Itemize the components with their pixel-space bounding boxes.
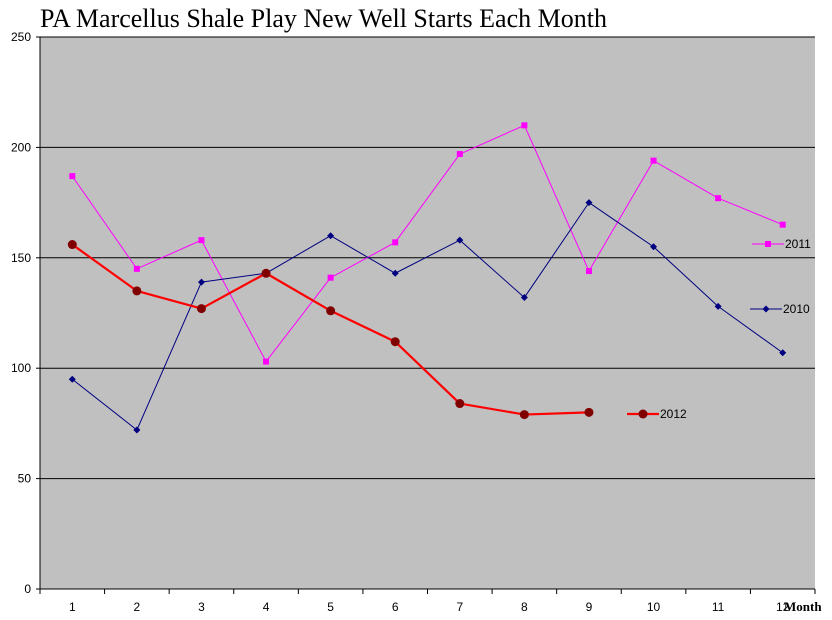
data-point bbox=[67, 240, 77, 250]
x-tick-label: 7 bbox=[456, 600, 463, 614]
y-tick-label: 50 bbox=[18, 472, 32, 486]
data-point bbox=[68, 375, 76, 383]
data-point bbox=[133, 426, 141, 434]
series-group bbox=[67, 122, 787, 434]
data-point bbox=[197, 278, 205, 286]
chart-title: PA Marcellus Shale Play New Well Starts … bbox=[40, 4, 607, 33]
data-point bbox=[392, 239, 399, 246]
x-tick-label: 11 bbox=[712, 600, 725, 614]
data-point bbox=[765, 241, 771, 247]
data-point bbox=[455, 399, 465, 409]
legend-item-2012: 2012 bbox=[627, 407, 687, 421]
data-point bbox=[650, 243, 658, 251]
data-point bbox=[326, 306, 336, 316]
legend-label: 2012 bbox=[660, 407, 687, 421]
data-point bbox=[263, 358, 270, 365]
data-point bbox=[198, 237, 205, 244]
x-tick-label: 12 bbox=[776, 600, 790, 614]
legend-item-2010: 2010 bbox=[750, 302, 810, 316]
data-point bbox=[638, 409, 648, 419]
x-tick-label: 2 bbox=[134, 600, 141, 614]
data-point bbox=[390, 337, 400, 347]
y-tick-label: 100 bbox=[11, 361, 31, 375]
x-tick-label: 10 bbox=[647, 600, 661, 614]
y-tick-label: 150 bbox=[11, 251, 31, 265]
data-point bbox=[456, 236, 464, 244]
data-point bbox=[714, 302, 722, 310]
y-tick-label: 0 bbox=[24, 582, 31, 596]
legend: 2011 2010 2012 bbox=[627, 237, 811, 421]
data-point bbox=[779, 349, 787, 357]
data-point bbox=[521, 122, 528, 129]
data-point bbox=[779, 221, 786, 228]
x-tick-label: 5 bbox=[327, 600, 334, 614]
legend-label: 2010 bbox=[783, 302, 810, 316]
data-point bbox=[762, 305, 770, 313]
legend-label: 2011 bbox=[785, 237, 811, 251]
y-tick-label: 250 bbox=[11, 30, 31, 44]
legend-item-2011: 2011 bbox=[752, 237, 811, 251]
data-point bbox=[650, 157, 657, 164]
data-point bbox=[715, 195, 722, 202]
plot-area bbox=[40, 37, 815, 589]
data-point bbox=[584, 407, 594, 417]
data-point bbox=[196, 304, 206, 314]
x-tick-label: 3 bbox=[198, 600, 205, 614]
series-2011 bbox=[69, 122, 786, 365]
x-tick-label: 9 bbox=[586, 600, 593, 614]
data-point bbox=[133, 265, 140, 272]
series-2012 bbox=[67, 240, 594, 420]
data-point bbox=[391, 269, 399, 277]
y-tick-label: 200 bbox=[11, 140, 31, 154]
data-point bbox=[261, 268, 271, 278]
x-tick-label: 4 bbox=[263, 600, 270, 614]
data-point bbox=[585, 199, 593, 207]
data-point bbox=[456, 151, 463, 158]
gridlines bbox=[40, 36, 815, 480]
data-point bbox=[132, 286, 142, 296]
data-point bbox=[327, 274, 334, 281]
series-line bbox=[71, 124, 783, 363]
data-point bbox=[69, 173, 76, 180]
data-point bbox=[585, 268, 592, 275]
x-axis-label: Month bbox=[784, 599, 822, 614]
x-tick-label: 6 bbox=[392, 600, 399, 614]
data-point bbox=[519, 410, 529, 420]
data-point bbox=[327, 232, 335, 240]
data-point bbox=[520, 294, 528, 302]
x-tick-label: 1 bbox=[69, 600, 76, 614]
x-tick-label: 8 bbox=[521, 600, 528, 614]
